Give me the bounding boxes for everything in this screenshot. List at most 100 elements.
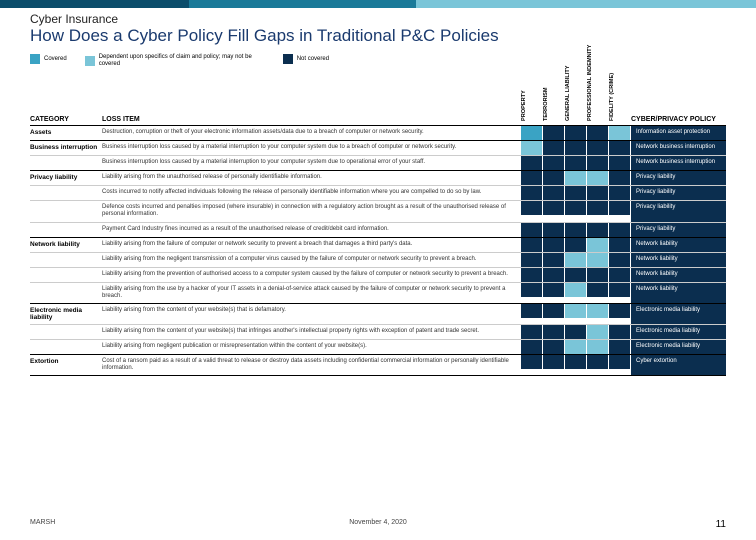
- table-row: Business interruption loss caused by a m…: [30, 156, 726, 171]
- coverage-cell: [543, 267, 565, 282]
- coverage-cell: [587, 141, 609, 156]
- coverage-cell: [609, 156, 631, 171]
- coverage-cell: [565, 354, 587, 375]
- coverage-cell: [609, 186, 631, 201]
- coverage-cell: [543, 222, 565, 237]
- coverage-cell: [609, 303, 631, 324]
- coverage-cell: [543, 282, 565, 303]
- table-row: AssetsDestruction, corruption or theft o…: [30, 126, 726, 141]
- category-cell: [30, 201, 102, 222]
- coverage-cell: [565, 186, 587, 201]
- cyber-policy-cell: Cyber extortion: [631, 354, 726, 375]
- coverage-cell: [587, 126, 609, 141]
- coverage-cell: [521, 324, 543, 339]
- category-cell: [30, 324, 102, 339]
- col-header-cyber: CYBER/PRIVACY POLICY: [631, 71, 726, 126]
- coverage-cell: [521, 222, 543, 237]
- coverage-table-wrap: CATEGORYLOSS ITEMPROPERTYTERRORISMGENERA…: [0, 71, 756, 376]
- coverage-cell: [543, 156, 565, 171]
- table-row: Business interruptionBusiness interrupti…: [30, 141, 726, 156]
- loss-cell: Defence costs incurred and penalties imp…: [102, 201, 521, 222]
- loss-cell: Liability arising from the content of yo…: [102, 324, 521, 339]
- coverage-cell: [521, 282, 543, 303]
- coverage-cell: [565, 237, 587, 252]
- cyber-policy-cell: Network business interruption: [631, 156, 726, 171]
- category-cell: Privacy liability: [30, 171, 102, 186]
- table-row: Privacy liabilityLiability arising from …: [30, 171, 726, 186]
- cyber-policy-cell: Privacy liability: [631, 186, 726, 201]
- legend-swatch: [283, 54, 293, 64]
- loss-cell: Liability arising from the content of yo…: [102, 303, 521, 324]
- cyber-policy-cell: Privacy liability: [631, 222, 726, 237]
- coverage-cell: [565, 252, 587, 267]
- coverage-cell: [565, 267, 587, 282]
- col-header-policy: PROPERTY: [521, 71, 543, 126]
- coverage-cell: [587, 171, 609, 186]
- table-row: Liability arising from the use by a hack…: [30, 282, 726, 303]
- table-row: ExtortionCost of a ransom paid as a resu…: [30, 354, 726, 375]
- coverage-cell: [565, 171, 587, 186]
- table-row: Liability arising from the negligent tra…: [30, 252, 726, 267]
- category-cell: [30, 156, 102, 171]
- cyber-policy-cell: Network liability: [631, 267, 726, 282]
- coverage-cell: [609, 267, 631, 282]
- category-cell: Electronic media liability: [30, 303, 102, 324]
- cyber-policy-cell: Network business interruption: [631, 141, 726, 156]
- cyber-policy-cell: Network liability: [631, 237, 726, 252]
- cyber-policy-cell: Network liability: [631, 252, 726, 267]
- coverage-cell: [565, 156, 587, 171]
- coverage-cell: [565, 126, 587, 141]
- coverage-cell: [521, 237, 543, 252]
- loss-cell: Liability arising from the use by a hack…: [102, 282, 521, 303]
- cyber-policy-cell: Electronic media liability: [631, 303, 726, 324]
- legend-item: Not covered: [283, 54, 329, 64]
- table-row: Electronic media liabilityLiability aris…: [30, 303, 726, 324]
- coverage-cell: [543, 354, 565, 375]
- coverage-cell: [543, 237, 565, 252]
- coverage-cell: [609, 237, 631, 252]
- page-number: 11: [716, 519, 726, 530]
- coverage-cell: [587, 303, 609, 324]
- cyber-policy-cell: Electronic media liability: [631, 339, 726, 354]
- coverage-cell: [609, 171, 631, 186]
- legend-item: Covered: [30, 54, 67, 64]
- col-header-policy: PROFESSIONAL INDEMNITY: [587, 71, 609, 126]
- legend-label: Not covered: [297, 56, 329, 63]
- coverage-cell: [609, 126, 631, 141]
- coverage-cell: [521, 303, 543, 324]
- footer-date: November 4, 2020: [349, 519, 407, 526]
- loss-cell: Liability arising from the prevention of…: [102, 267, 521, 282]
- subtitle: Cyber Insurance: [30, 12, 726, 26]
- col-header-loss: LOSS ITEM: [102, 71, 521, 126]
- table-row: Defence costs incurred and penalties imp…: [30, 201, 726, 222]
- loss-cell: Payment Card Industry fines incurred as …: [102, 222, 521, 237]
- coverage-cell: [521, 252, 543, 267]
- table-row: Network liabilityLiability arising from …: [30, 237, 726, 252]
- category-cell: Extortion: [30, 354, 102, 375]
- coverage-cell: [565, 339, 587, 354]
- loss-cell: Liability arising from the unauthorised …: [102, 171, 521, 186]
- category-cell: [30, 339, 102, 354]
- cyber-policy-cell: Privacy liability: [631, 201, 726, 222]
- coverage-cell: [543, 303, 565, 324]
- col-header-policy: FIDELITY (CRIME): [609, 71, 631, 126]
- loss-cell: Destruction, corruption or theft of your…: [102, 126, 521, 141]
- loss-cell: Liability arising from the negligent tra…: [102, 252, 521, 267]
- loss-cell: Cost of a ransom paid as a result of a v…: [102, 354, 521, 375]
- coverage-cell: [609, 141, 631, 156]
- coverage-cell: [587, 201, 609, 222]
- coverage-cell: [587, 237, 609, 252]
- legend-item: Dependent upon specifics of claim and po…: [85, 54, 265, 67]
- coverage-cell: [543, 339, 565, 354]
- category-cell: [30, 282, 102, 303]
- legend-label: Covered: [44, 56, 67, 63]
- legend-swatch: [85, 56, 95, 66]
- category-cell: Assets: [30, 126, 102, 141]
- legend-label: Dependent upon specifics of claim and po…: [99, 54, 265, 67]
- category-cell: [30, 186, 102, 201]
- category-cell: [30, 222, 102, 237]
- cyber-policy-cell: Information asset protection: [631, 126, 726, 141]
- coverage-cell: [587, 354, 609, 375]
- legend: Covered Dependent upon specifics of claim…: [0, 52, 756, 71]
- coverage-cell: [609, 339, 631, 354]
